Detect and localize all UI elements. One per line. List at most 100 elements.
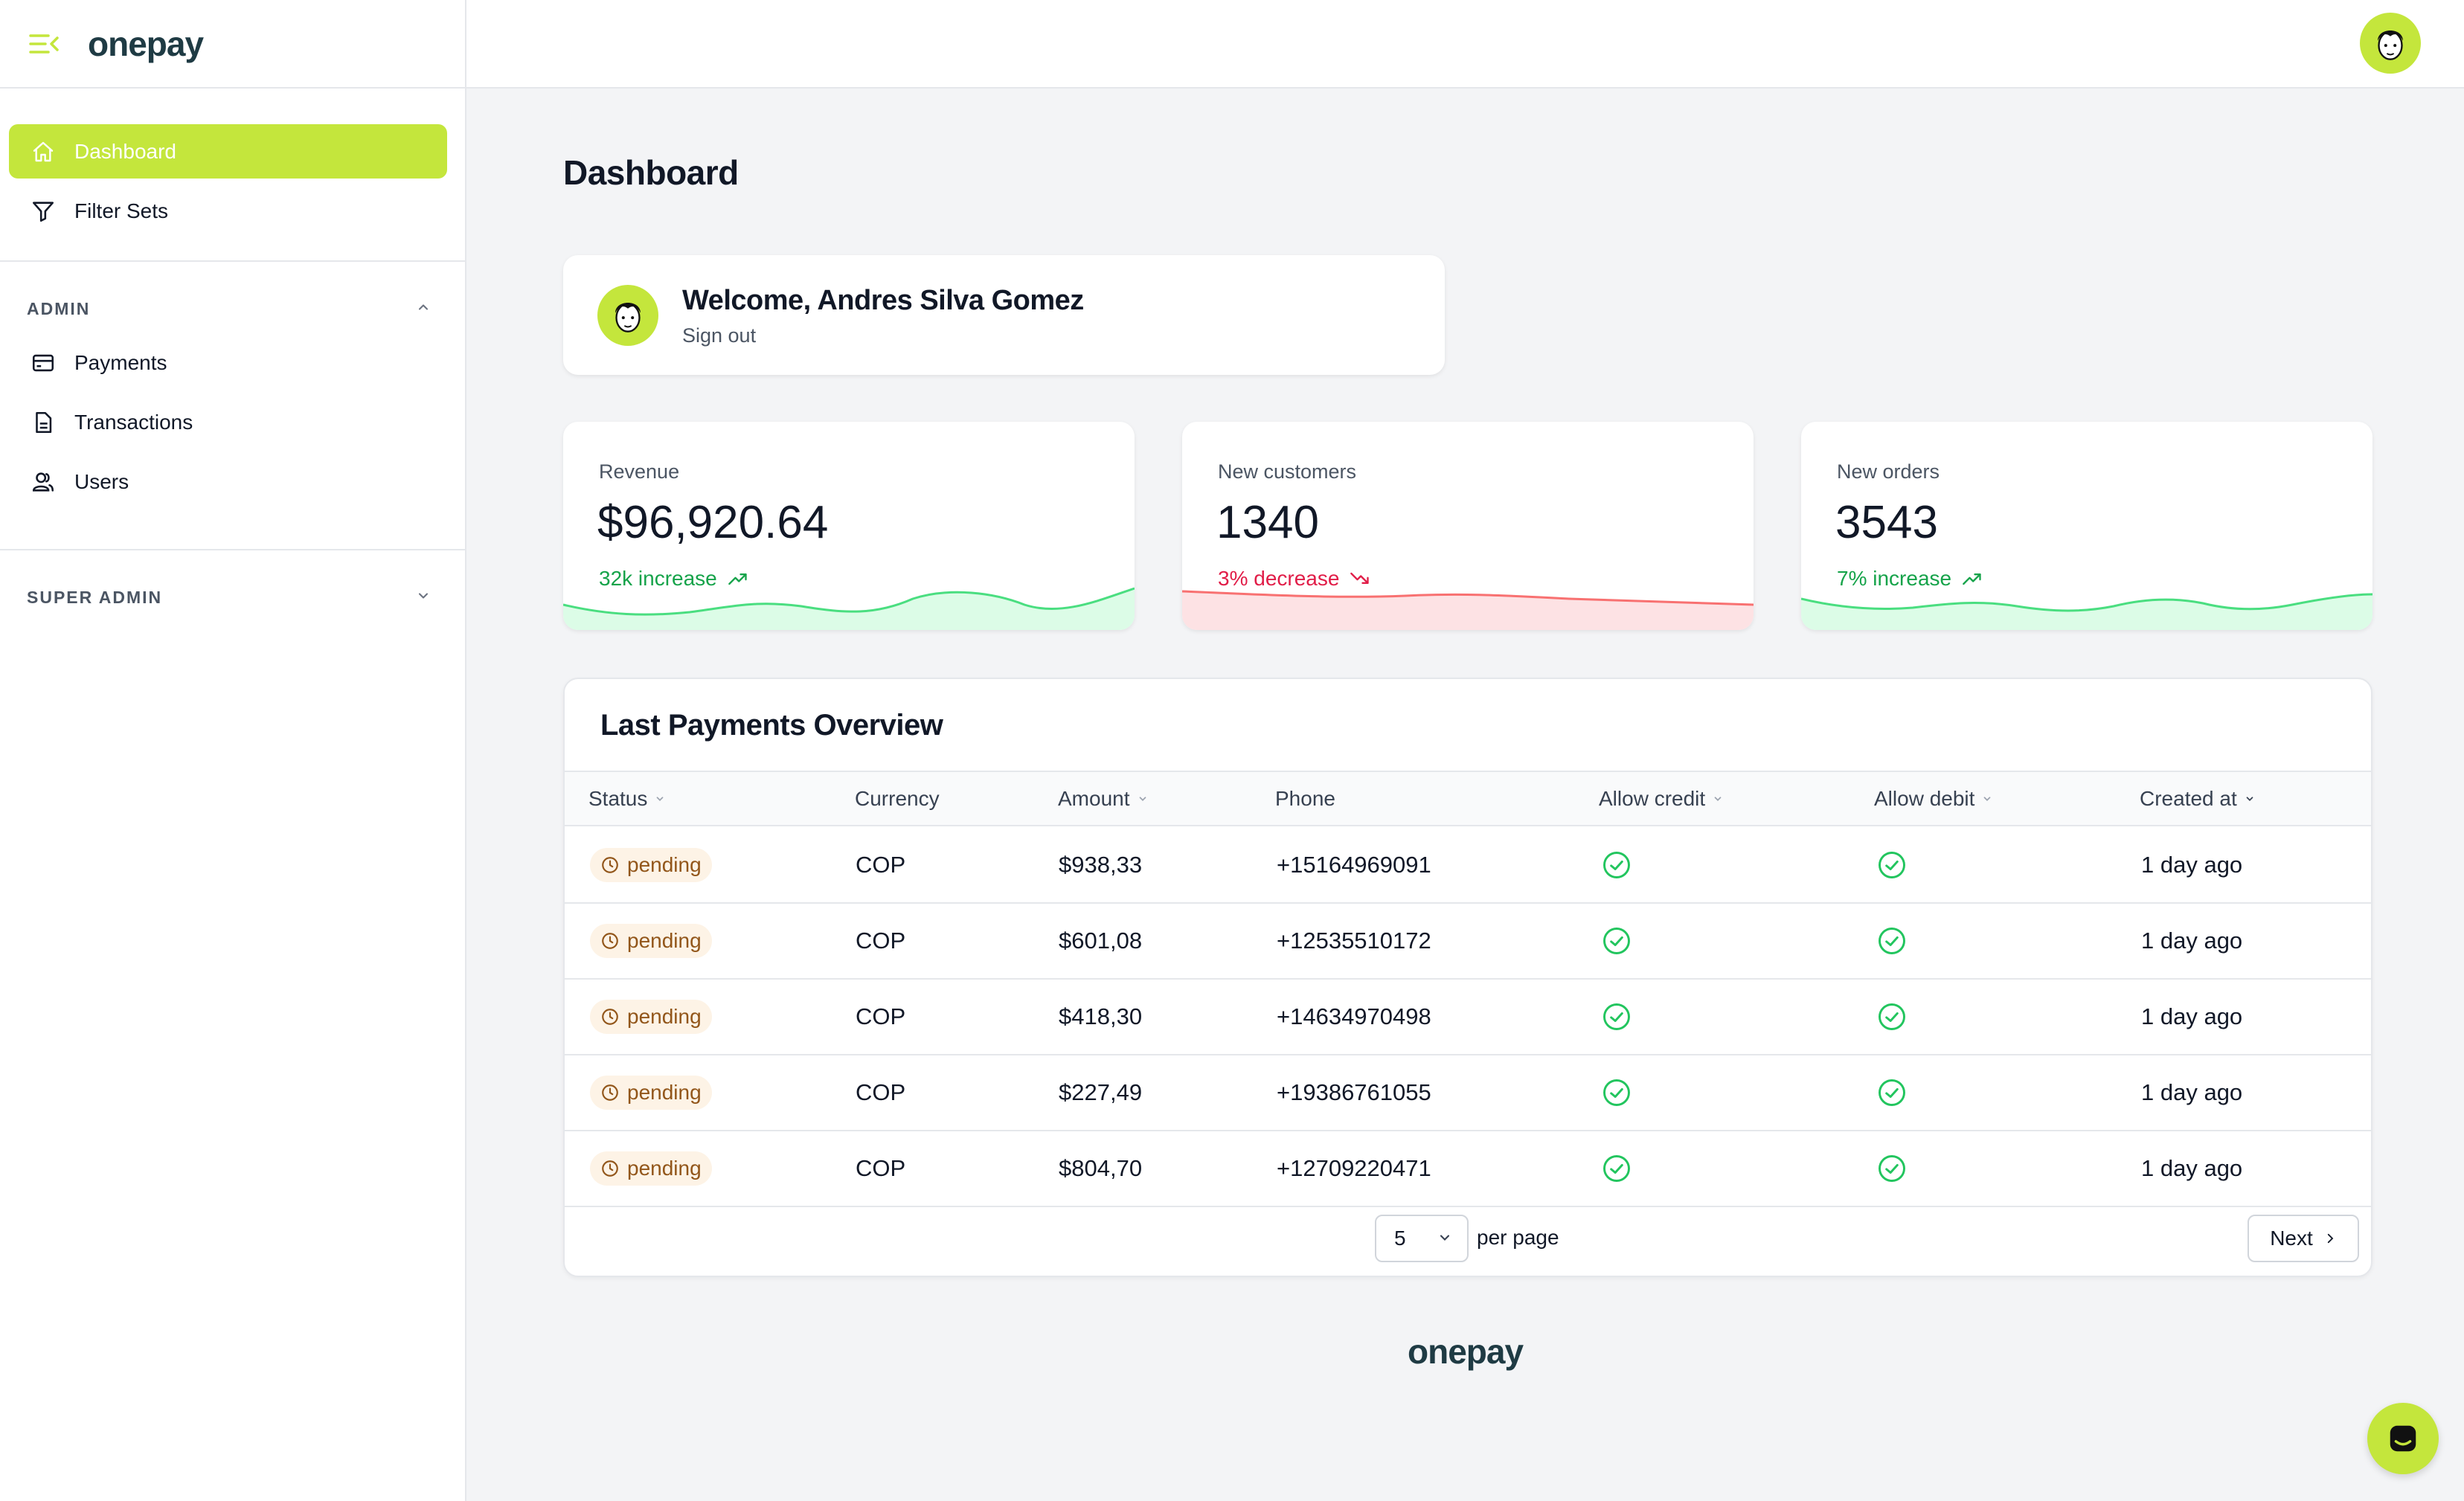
status-badge: pending xyxy=(590,1000,712,1034)
sidebar-divider xyxy=(0,549,465,550)
check-circle-icon xyxy=(1876,1152,1908,1185)
stat-change-text: 32k increase xyxy=(599,567,717,590)
chevron-down-icon xyxy=(1713,794,1723,804)
cell-allow-debit xyxy=(1876,1055,1908,1130)
cell-allow-debit xyxy=(1876,828,1908,902)
sign-out-link[interactable]: Sign out xyxy=(682,324,757,347)
status-badge: pending xyxy=(590,1076,712,1110)
stat-change-text: 3% decrease xyxy=(1218,567,1340,590)
column-header-label: Currency xyxy=(855,786,940,810)
sidebar-item-filter-sets[interactable]: Filter Sets xyxy=(9,184,447,238)
avatar-face-icon xyxy=(615,302,641,332)
stat-value: $96,920.64 xyxy=(597,497,829,548)
payments-table-card: Last Payments Overview Status Currency A… xyxy=(563,678,2372,1277)
column-header-label: Amount xyxy=(1058,786,1130,810)
clock-icon xyxy=(600,1159,620,1178)
cell-allow-debit xyxy=(1876,904,1908,978)
column-header-currency: Currency xyxy=(855,772,940,825)
cell-currency: COP xyxy=(856,1003,906,1029)
sidebar-item-transactions[interactable]: Transactions xyxy=(9,393,447,452)
stat-value: 3543 xyxy=(1835,497,1938,548)
per-page-value: 5 xyxy=(1394,1227,1406,1250)
column-header-label: Allow credit xyxy=(1599,786,1706,810)
cell-currency: COP xyxy=(856,1079,906,1105)
column-header-phone: Phone xyxy=(1275,772,1335,825)
cell-status: pending xyxy=(590,828,712,902)
sidebar-item-payments[interactable]: Payments xyxy=(9,333,447,393)
cell-amount: $938,33 xyxy=(1059,852,1143,878)
table-row[interactable]: pending COP $804,70 +12709220471 1 day ago xyxy=(565,1131,2371,1207)
sidebar-item-label: Payments xyxy=(74,351,167,374)
chevron-right-icon xyxy=(2323,1232,2337,1245)
sidebar-nav: Dashboard Filter Sets xyxy=(0,89,465,238)
cell-currency: COP xyxy=(856,928,906,954)
trending-up-icon xyxy=(1962,571,1983,586)
sidebar-item-label: Transactions xyxy=(74,411,193,434)
sidebar-group-title: ADMIN xyxy=(27,298,91,318)
next-label: Next xyxy=(2270,1227,2313,1250)
sidebar: onepay Dashboard Filter Sets ADMIN xyxy=(0,0,466,1501)
table-row[interactable]: pending COP $227,49 +19386761055 1 day ago xyxy=(565,1055,2371,1131)
check-circle-icon xyxy=(1600,1076,1633,1109)
table-row[interactable]: pending COP $938,33 +15164969091 1 day ago xyxy=(565,828,2371,904)
welcome-title: Welcome, Andres Silva Gomez xyxy=(682,285,1084,316)
sidebar-item-label: Filter Sets xyxy=(74,199,169,222)
per-page-select[interactable]: 5 xyxy=(1375,1215,1469,1262)
check-circle-icon xyxy=(1876,1076,1908,1109)
chevron-up-icon xyxy=(416,300,431,318)
brand-logo[interactable]: onepay xyxy=(88,24,204,63)
stat-change: 32k increase xyxy=(599,567,748,591)
cell-created-at: 1 day ago xyxy=(2141,1079,2243,1105)
status-text: pending xyxy=(627,853,702,876)
cell-created-at: 1 day ago xyxy=(2141,928,2243,954)
stat-label: New customers xyxy=(1218,460,1357,483)
chevron-down-icon xyxy=(416,588,431,607)
status-text: pending xyxy=(627,1005,702,1028)
column-header-label: Created at xyxy=(2140,786,2237,810)
clock-icon xyxy=(600,1083,620,1102)
orders-sparkline xyxy=(1801,593,2372,630)
cell-allow-debit xyxy=(1876,1131,1908,1206)
cell-created-at: 1 day ago xyxy=(2141,1003,2243,1029)
column-header-status[interactable]: Status xyxy=(588,772,665,825)
admin-nav: Payments Transactions Users xyxy=(0,333,465,512)
cell-allow-credit xyxy=(1600,1131,1633,1206)
stat-change: 3% decrease xyxy=(1218,567,1370,591)
page-title: Dashboard xyxy=(563,153,739,192)
user-avatar[interactable] xyxy=(2360,13,2421,74)
check-circle-icon xyxy=(1600,849,1633,881)
footer-logo: onepay xyxy=(1408,1332,1524,1371)
menu-collapse-icon[interactable] xyxy=(28,28,60,60)
table-header: Status Currency Amount Phone Allow credi… xyxy=(565,771,2371,826)
sidebar-item-dashboard[interactable]: Dashboard xyxy=(9,124,447,179)
next-page-button[interactable]: Next xyxy=(2248,1215,2359,1262)
sidebar-header: onepay xyxy=(0,0,465,89)
cell-amount: $227,49 xyxy=(1059,1079,1143,1105)
status-text: pending xyxy=(627,929,702,952)
filter-icon xyxy=(28,196,58,226)
check-circle-icon xyxy=(1876,849,1908,881)
cell-amount: $601,08 xyxy=(1059,928,1143,954)
topbar xyxy=(466,0,2464,89)
cell-phone: +14634970498 xyxy=(1277,1003,1431,1029)
chevron-down-icon xyxy=(2245,794,2255,804)
table-row[interactable]: pending COP $418,30 +14634970498 1 day ago xyxy=(565,980,2371,1055)
sidebar-item-label: Dashboard xyxy=(74,139,176,163)
cell-phone: +12709220471 xyxy=(1277,1155,1431,1181)
column-header-amount[interactable]: Amount xyxy=(1058,772,1148,825)
cell-phone: +15164969091 xyxy=(1277,852,1431,878)
column-header-label: Allow debit xyxy=(1874,786,1975,810)
chevron-down-icon xyxy=(1437,1227,1452,1250)
column-header-allow-credit[interactable]: Allow credit xyxy=(1599,772,1723,825)
column-header-allow-debit[interactable]: Allow debit xyxy=(1874,772,1992,825)
table-row[interactable]: pending COP $601,08 +12535510172 1 day ago xyxy=(565,904,2371,980)
welcome-card: Welcome, Andres Silva Gomez Sign out xyxy=(563,255,1445,375)
sidebar-item-users[interactable]: Users xyxy=(9,452,447,512)
sidebar-group-admin[interactable]: ADMIN xyxy=(0,284,465,333)
clock-icon xyxy=(600,1007,620,1026)
column-header-created-at[interactable]: Created at xyxy=(2140,772,2255,825)
check-circle-icon xyxy=(1876,925,1908,957)
cell-allow-credit xyxy=(1600,1055,1633,1130)
sidebar-group-super-admin[interactable]: SUPER ADMIN xyxy=(0,573,465,622)
chat-launcher-button[interactable] xyxy=(2367,1403,2439,1474)
